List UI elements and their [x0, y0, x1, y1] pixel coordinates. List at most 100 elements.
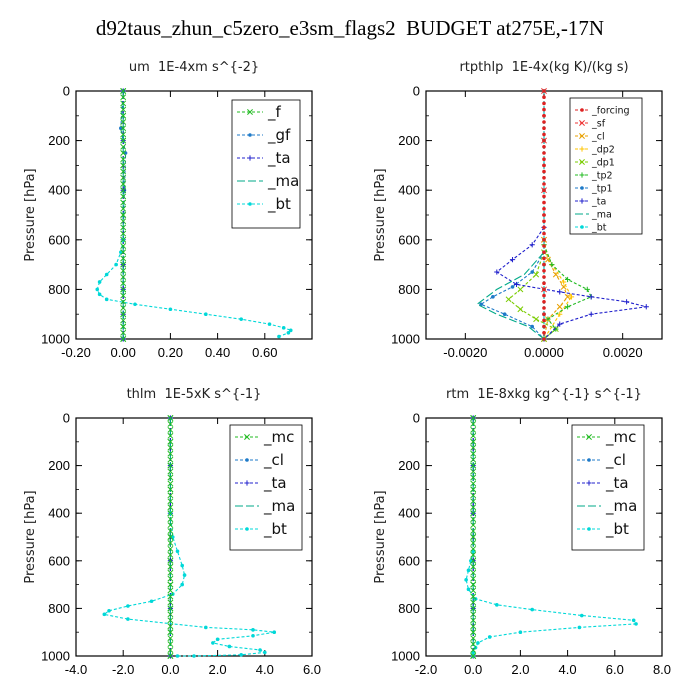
series-line [96, 239, 292, 338]
y-tick-label: 200 [48, 133, 70, 148]
data-point [464, 578, 468, 582]
data-point [470, 575, 477, 582]
x-tick-label: 8.0 [653, 662, 671, 677]
data-point [584, 286, 590, 292]
data-point [167, 581, 174, 588]
data-point [542, 169, 546, 174]
legend-item: _ma [577, 497, 637, 516]
y-tick-label: 400 [48, 183, 70, 198]
data-point [470, 474, 477, 481]
data-point [542, 244, 546, 248]
data-point [513, 281, 520, 288]
data-point [167, 504, 174, 511]
data-point [272, 630, 277, 634]
data-point [542, 163, 546, 168]
data-point [114, 262, 118, 267]
data-point [120, 298, 127, 305]
data-point [470, 545, 477, 552]
data-point [561, 279, 567, 285]
data-point [227, 644, 232, 649]
y-axis-label: Pressure [hPa] [23, 490, 38, 583]
data-point [470, 456, 477, 463]
data-point [120, 236, 127, 243]
data-point [479, 302, 483, 307]
data-point [167, 539, 174, 546]
panel-4: rtm 1E-8xkg kg^{-1} s^{-1} Pressure [hPa]… [373, 387, 671, 677]
data-point [470, 528, 477, 535]
data-point [120, 88, 127, 94]
data-point [167, 534, 174, 540]
data-point [470, 563, 477, 570]
x-tick-label: 0.0 [464, 662, 482, 677]
data-point [167, 450, 174, 457]
x-tick-label: -0.0020 [443, 345, 487, 360]
legend-label: _cl [591, 132, 605, 143]
data-point [470, 420, 477, 427]
legend-marker [579, 133, 585, 139]
data-point [167, 420, 174, 427]
legend-marker [244, 480, 250, 486]
y-tick-label: 600 [398, 232, 420, 247]
panel-title: rtm 1E-8xkg kg^{-1} s^{-1} [446, 387, 642, 402]
panel-title: um 1E-4xm s^{-2} [129, 60, 259, 75]
data-point [120, 94, 127, 101]
data-point [494, 269, 500, 275]
series-line [465, 551, 637, 656]
data-point [556, 303, 563, 310]
x-tick-label: 0.40 [205, 345, 230, 360]
data-point [631, 618, 636, 623]
legend-item: _tp2 [575, 171, 613, 182]
legend-label: _bt [267, 195, 291, 214]
data-point [542, 337, 546, 341]
data-point [470, 504, 477, 511]
legend-marker [247, 109, 253, 115]
data-point [542, 225, 546, 230]
data-point [239, 317, 243, 321]
data-point [120, 323, 127, 330]
data-point [509, 257, 516, 263]
x-tick-label: 2.0 [209, 662, 227, 677]
data-point [167, 647, 174, 654]
data-point [564, 293, 571, 300]
data-point [577, 625, 582, 630]
legend-item: _cl [575, 132, 605, 143]
data-point [215, 637, 220, 642]
legend-label: _ta [263, 474, 287, 493]
x-tick-label: 0.0000 [524, 345, 564, 360]
data-point [204, 625, 208, 630]
data-point [565, 304, 571, 310]
data-point [542, 89, 546, 93]
data-point [288, 328, 293, 333]
data-point [470, 587, 477, 594]
legend-item: _ta [235, 474, 287, 493]
data-point [542, 250, 546, 254]
data-point [542, 207, 546, 211]
data-point [120, 156, 127, 163]
legend-marker [586, 434, 592, 440]
data-point [286, 331, 291, 335]
legend-label: _ta [267, 149, 291, 168]
data-point [470, 641, 477, 648]
data-point [167, 474, 174, 481]
legend-marker [587, 527, 591, 531]
data-point [470, 593, 477, 600]
series-line [476, 251, 545, 340]
data-point [588, 311, 594, 317]
data-point [542, 194, 546, 199]
data-point [634, 622, 638, 626]
series-forcing-markers [542, 89, 546, 341]
x-tick-label: 0.60 [252, 345, 277, 360]
legend-item: _bt [575, 223, 607, 234]
y-tick-label: 1000 [41, 649, 70, 664]
data-point [518, 630, 523, 634]
data-point [491, 295, 495, 299]
data-point [167, 486, 174, 493]
data-point [167, 456, 174, 463]
data-point [120, 181, 127, 187]
data-point [542, 219, 546, 223]
y-tick-label: 600 [48, 232, 70, 247]
legend-item: _ta [575, 197, 606, 208]
data-point [542, 306, 546, 310]
data-point [517, 306, 524, 313]
